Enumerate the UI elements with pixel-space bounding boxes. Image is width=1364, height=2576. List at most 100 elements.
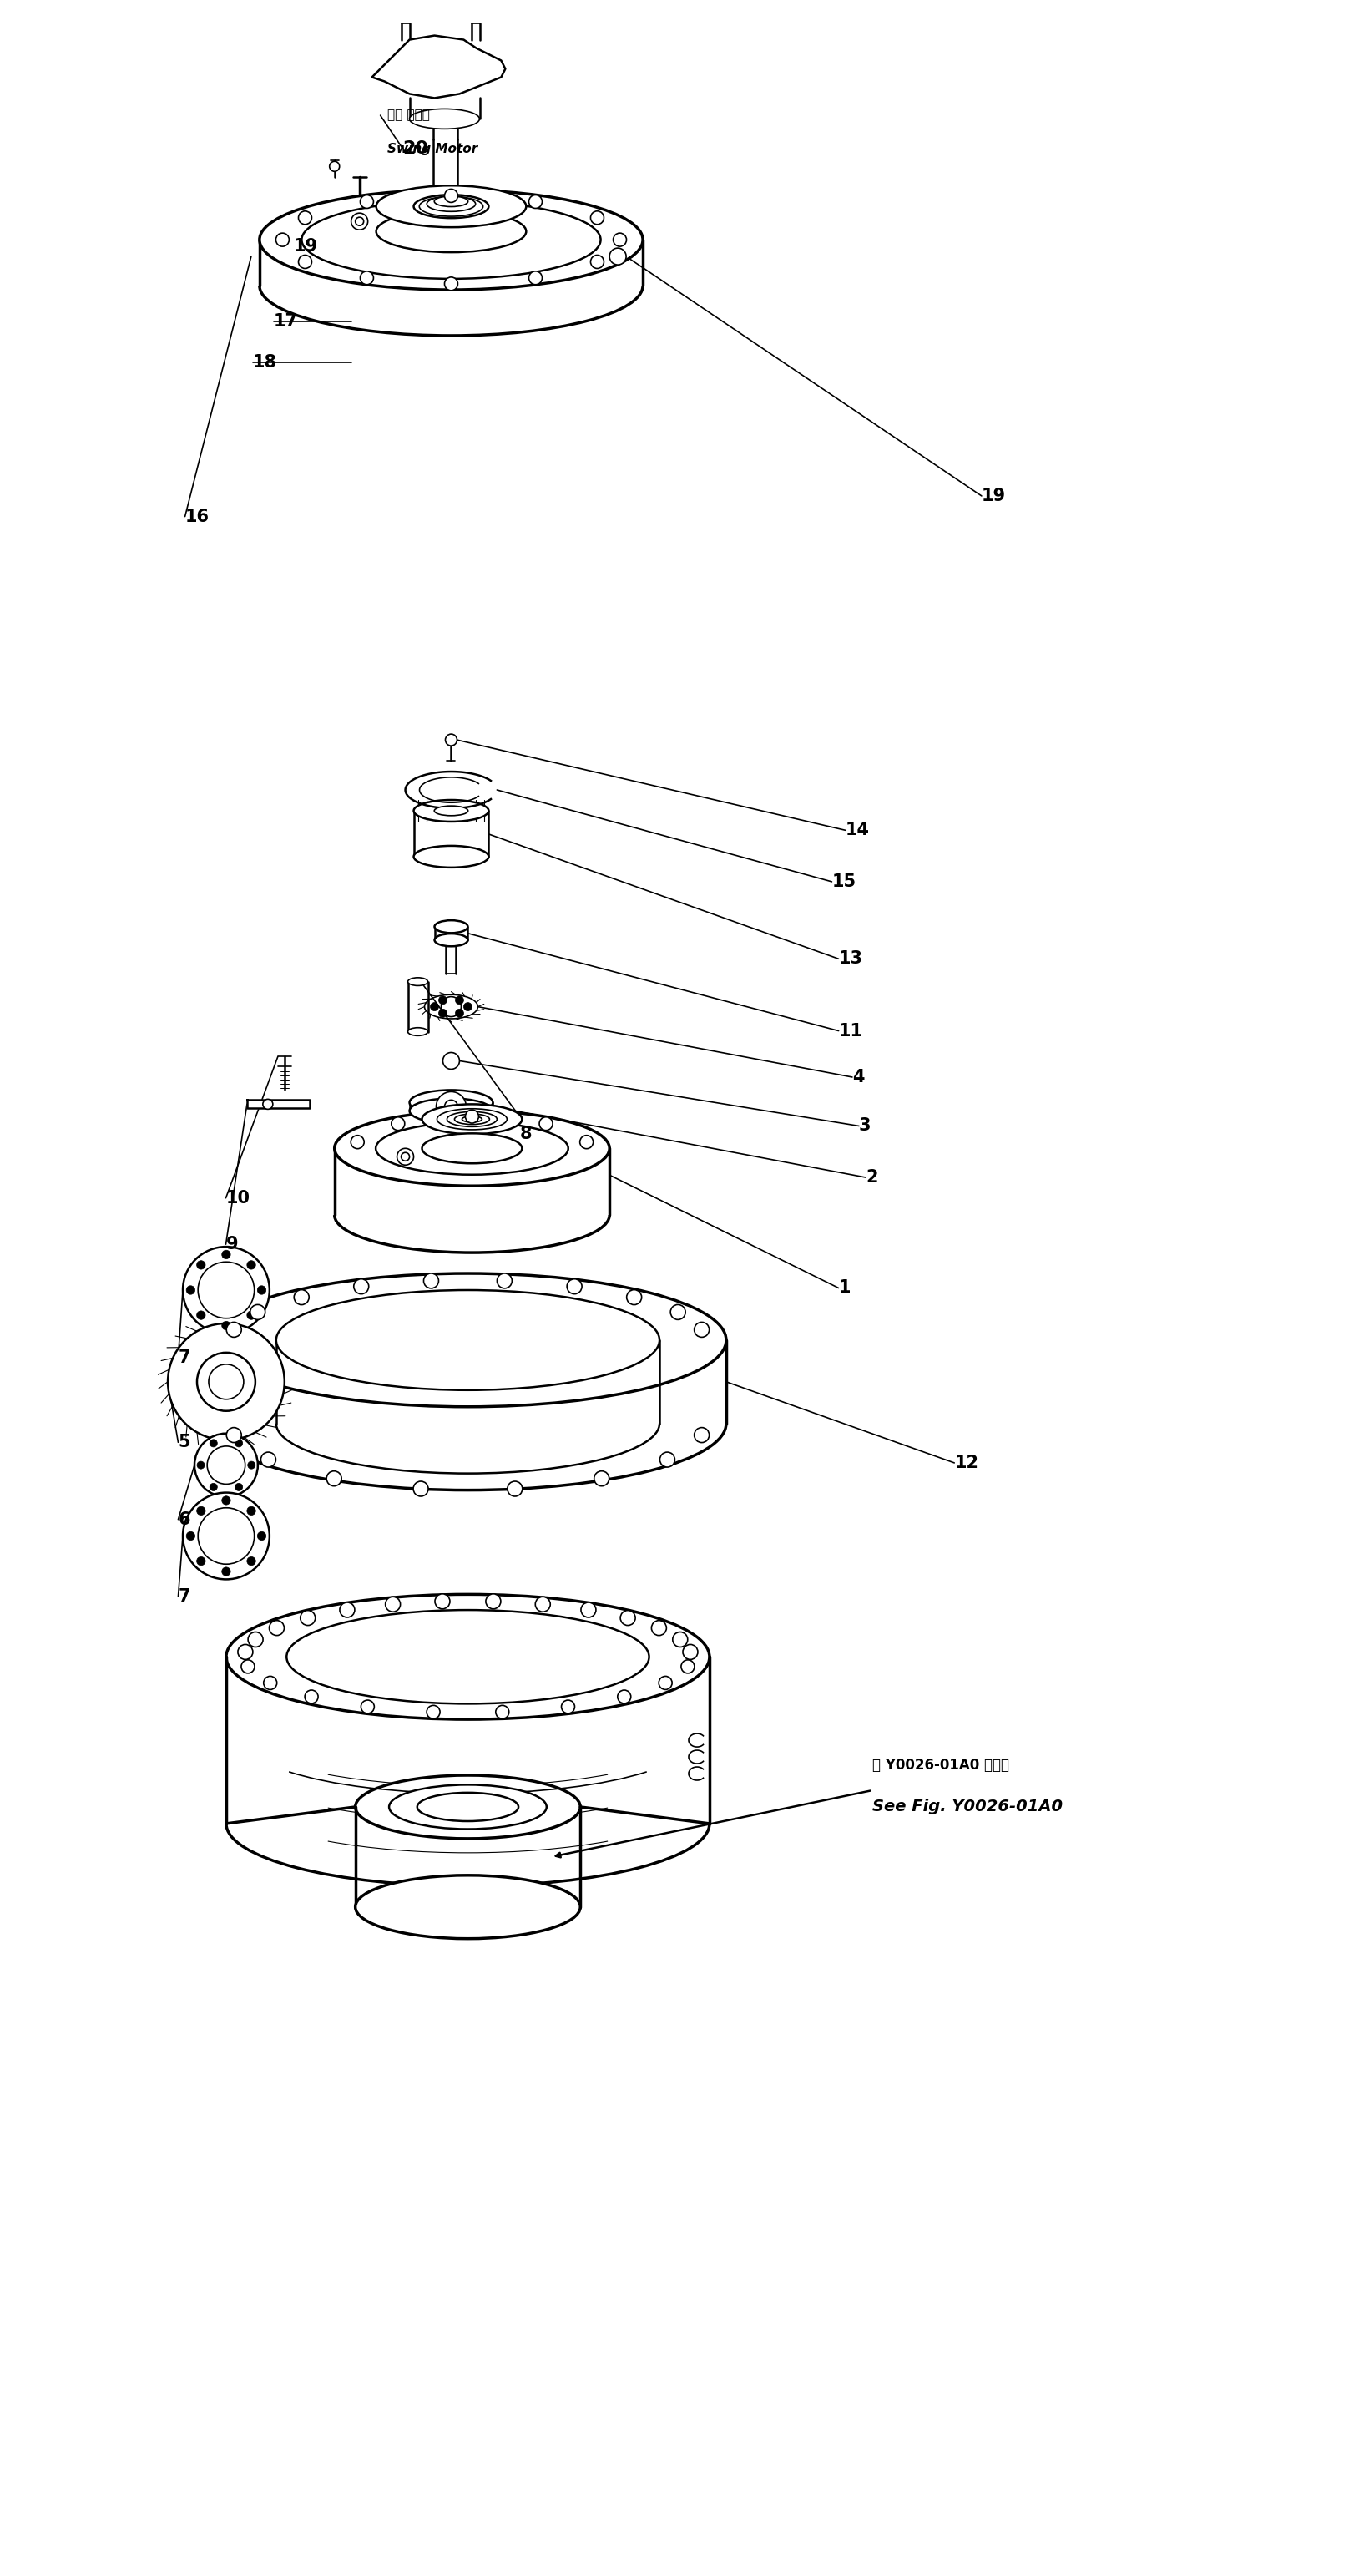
Ellipse shape <box>375 1123 569 1175</box>
Circle shape <box>196 1260 206 1270</box>
Circle shape <box>222 1497 231 1504</box>
Ellipse shape <box>413 845 488 868</box>
Circle shape <box>207 1445 246 1484</box>
Circle shape <box>168 1324 285 1440</box>
Ellipse shape <box>454 1113 490 1126</box>
Circle shape <box>443 1054 460 1069</box>
Circle shape <box>464 1002 472 1010</box>
Circle shape <box>445 278 458 291</box>
Circle shape <box>445 188 458 204</box>
Text: 15: 15 <box>832 873 857 891</box>
Circle shape <box>330 162 340 173</box>
Circle shape <box>235 1440 243 1448</box>
Circle shape <box>427 1705 441 1718</box>
Circle shape <box>672 1633 687 1646</box>
Circle shape <box>430 1002 439 1010</box>
Text: 14: 14 <box>846 822 870 840</box>
Text: 7: 7 <box>179 1589 191 1605</box>
Text: 18: 18 <box>254 353 277 371</box>
Polygon shape <box>247 1100 310 1108</box>
Circle shape <box>222 1566 231 1577</box>
Ellipse shape <box>383 1628 552 1685</box>
Circle shape <box>210 1484 217 1492</box>
Ellipse shape <box>435 920 468 933</box>
Ellipse shape <box>210 1273 726 1406</box>
Circle shape <box>495 1705 509 1718</box>
Text: 11: 11 <box>839 1023 863 1038</box>
Circle shape <box>247 1311 255 1319</box>
Text: 10: 10 <box>226 1190 250 1206</box>
Ellipse shape <box>413 196 488 219</box>
Text: 5: 5 <box>179 1435 191 1450</box>
Circle shape <box>610 247 626 265</box>
Text: See Fig. Y0026-01A0: See Fig. Y0026-01A0 <box>873 1798 1063 1816</box>
Circle shape <box>195 1432 258 1497</box>
Circle shape <box>496 1273 512 1288</box>
Ellipse shape <box>356 1875 580 1940</box>
Text: 2: 2 <box>866 1170 878 1185</box>
Circle shape <box>299 255 312 268</box>
Ellipse shape <box>419 196 483 216</box>
Ellipse shape <box>301 201 600 278</box>
Circle shape <box>269 1620 284 1636</box>
Circle shape <box>507 1481 522 1497</box>
Circle shape <box>681 1659 694 1674</box>
Ellipse shape <box>421 1105 522 1133</box>
Circle shape <box>424 1273 439 1288</box>
Circle shape <box>671 1303 686 1319</box>
Ellipse shape <box>226 1595 709 1718</box>
Circle shape <box>360 196 374 209</box>
Text: 6: 6 <box>179 1512 191 1528</box>
Circle shape <box>210 1440 217 1448</box>
Ellipse shape <box>434 806 468 817</box>
Text: 旋回 モータ: 旋回 モータ <box>387 108 430 121</box>
Ellipse shape <box>435 933 468 945</box>
Text: 3: 3 <box>859 1118 872 1133</box>
Ellipse shape <box>409 1090 492 1115</box>
Text: 20: 20 <box>402 142 428 157</box>
Text: 1: 1 <box>839 1280 851 1296</box>
Ellipse shape <box>376 185 527 227</box>
Ellipse shape <box>436 1108 507 1131</box>
Circle shape <box>435 1595 450 1610</box>
Circle shape <box>261 1453 276 1468</box>
Circle shape <box>209 1365 244 1399</box>
Circle shape <box>621 1610 636 1625</box>
Circle shape <box>237 1643 252 1659</box>
Ellipse shape <box>408 979 428 987</box>
Circle shape <box>567 1278 582 1293</box>
Text: 9: 9 <box>226 1236 239 1252</box>
Circle shape <box>539 1118 552 1131</box>
Circle shape <box>250 1303 265 1319</box>
Circle shape <box>591 211 604 224</box>
Circle shape <box>401 1151 409 1162</box>
Circle shape <box>441 997 461 1018</box>
Text: 7: 7 <box>179 1350 191 1365</box>
Text: 19: 19 <box>293 237 318 255</box>
Circle shape <box>222 1249 231 1260</box>
Circle shape <box>183 1492 270 1579</box>
Circle shape <box>222 1321 231 1329</box>
Circle shape <box>247 1260 255 1270</box>
Circle shape <box>351 1136 364 1149</box>
Circle shape <box>196 1556 206 1566</box>
Text: 12: 12 <box>955 1455 978 1471</box>
Circle shape <box>652 1620 667 1636</box>
Circle shape <box>247 1507 255 1515</box>
Circle shape <box>445 734 457 744</box>
Ellipse shape <box>336 1620 600 1695</box>
Circle shape <box>562 1700 574 1713</box>
Circle shape <box>529 196 542 209</box>
Circle shape <box>486 1595 501 1610</box>
Circle shape <box>326 1471 341 1486</box>
Ellipse shape <box>276 1291 660 1391</box>
Circle shape <box>295 1291 310 1306</box>
Circle shape <box>618 1690 632 1703</box>
Circle shape <box>248 1461 255 1468</box>
Circle shape <box>529 270 542 283</box>
Circle shape <box>263 1677 277 1690</box>
Text: 8: 8 <box>520 1126 532 1141</box>
Circle shape <box>386 1597 401 1613</box>
Circle shape <box>580 1136 593 1149</box>
Circle shape <box>300 1610 315 1625</box>
